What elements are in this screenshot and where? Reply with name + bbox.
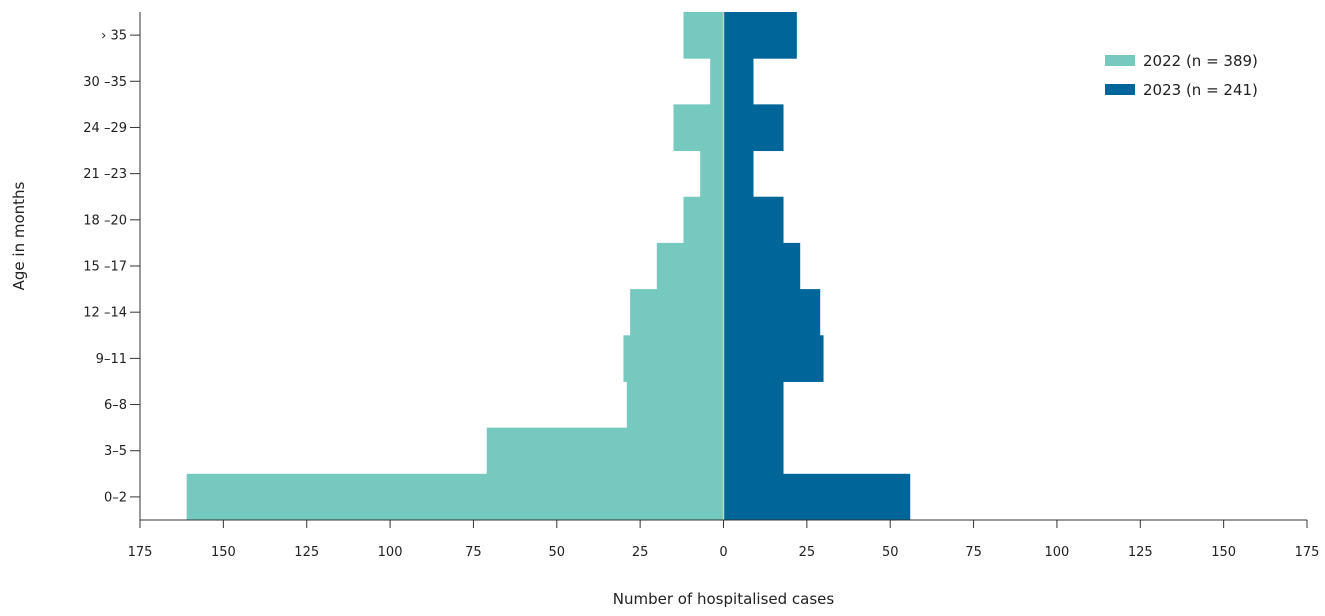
bar-series1-6 — [683, 196, 724, 244]
bar-series1-2 — [626, 381, 724, 429]
x-tick-label-9: 50 — [882, 545, 899, 560]
x-tick-label-4: 75 — [465, 545, 482, 560]
bar-series2-2 — [723, 381, 784, 429]
legend-swatch-2 — [1105, 84, 1135, 95]
legend-label-2: 2023 (n = 241) — [1143, 81, 1258, 99]
bar-series2-6 — [723, 196, 784, 244]
x-tick-label-11: 100 — [1045, 545, 1070, 560]
bar-series2-0 — [723, 473, 911, 521]
bar-series2-8 — [723, 104, 784, 152]
y-tick-label-8: 24 –29 — [83, 121, 127, 136]
x-tick-label-10: 75 — [965, 545, 982, 560]
legend-swatch-1 — [1105, 55, 1135, 66]
bar-series2-1 — [723, 427, 784, 475]
bar-series2-3 — [723, 335, 824, 382]
y-tick-label-1: 3–5 — [104, 444, 127, 459]
bar-series2-4 — [723, 289, 821, 336]
y-tick-label-3: 9–11 — [96, 352, 127, 367]
bar-series2-10 — [723, 12, 797, 59]
x-tick-label-5: 50 — [549, 545, 566, 560]
x-tick-label-6: 25 — [632, 545, 649, 560]
x-tick-label-8: 25 — [799, 545, 816, 560]
bar-series1-3 — [623, 335, 724, 382]
bar-series1-0 — [186, 473, 724, 521]
y-axis-title: Age in months — [10, 181, 28, 290]
bar-series1-1 — [486, 427, 724, 475]
bar-series1-10 — [683, 12, 724, 59]
y-ticks-group: 0–2 3–5 6–8 9–11 12 –14 15 –17 18 –20 21 –23 24 … — [83, 29, 140, 505]
y-tick-label-2: 6–8 — [104, 398, 127, 413]
y-tick-label-5: 15 –17 — [83, 260, 127, 275]
y-tick-label-10: › 35 — [101, 29, 127, 44]
bar-series1-5 — [656, 242, 724, 290]
bar-series1-7 — [700, 150, 724, 198]
x-tick-label-12: 125 — [1128, 545, 1153, 560]
y-tick-label-0: 0–2 — [104, 490, 127, 505]
x-tick-label-0: 175 — [128, 545, 153, 560]
x-tick-label-1: 150 — [211, 545, 236, 560]
x-tick-label-13: 150 — [1211, 545, 1236, 560]
y-tick-label-7: 21 –23 — [83, 167, 127, 182]
x-ticks-group: 175 150 125 100 75 50 25 0 25 50 75 100 125 150 175 — [128, 520, 1320, 560]
x-tick-label-7: 0 — [719, 545, 727, 560]
x-tick-label-14: 175 — [1295, 545, 1320, 560]
bar-series2-7 — [723, 150, 754, 198]
bar-series1-9 — [710, 58, 724, 105]
x-tick-label-2: 125 — [294, 545, 319, 560]
legend-label-1: 2022 (n = 389) — [1143, 52, 1258, 70]
x-tick-label-3: 100 — [378, 545, 403, 560]
bar-series1-8 — [673, 104, 724, 152]
bar-series2-5 — [723, 242, 801, 290]
x-axis-title: Number of hospitalised cases — [613, 590, 835, 608]
bar-series1-4 — [630, 289, 724, 336]
bar-series2-9 — [723, 58, 754, 105]
y-tick-label-4: 12 –14 — [83, 306, 127, 321]
y-tick-label-9: 30 –35 — [83, 75, 127, 90]
y-tick-label-6: 18 –20 — [83, 213, 127, 228]
bars-group — [186, 12, 911, 521]
legend: 2022 (n = 389) 2023 (n = 241) — [1105, 52, 1258, 99]
